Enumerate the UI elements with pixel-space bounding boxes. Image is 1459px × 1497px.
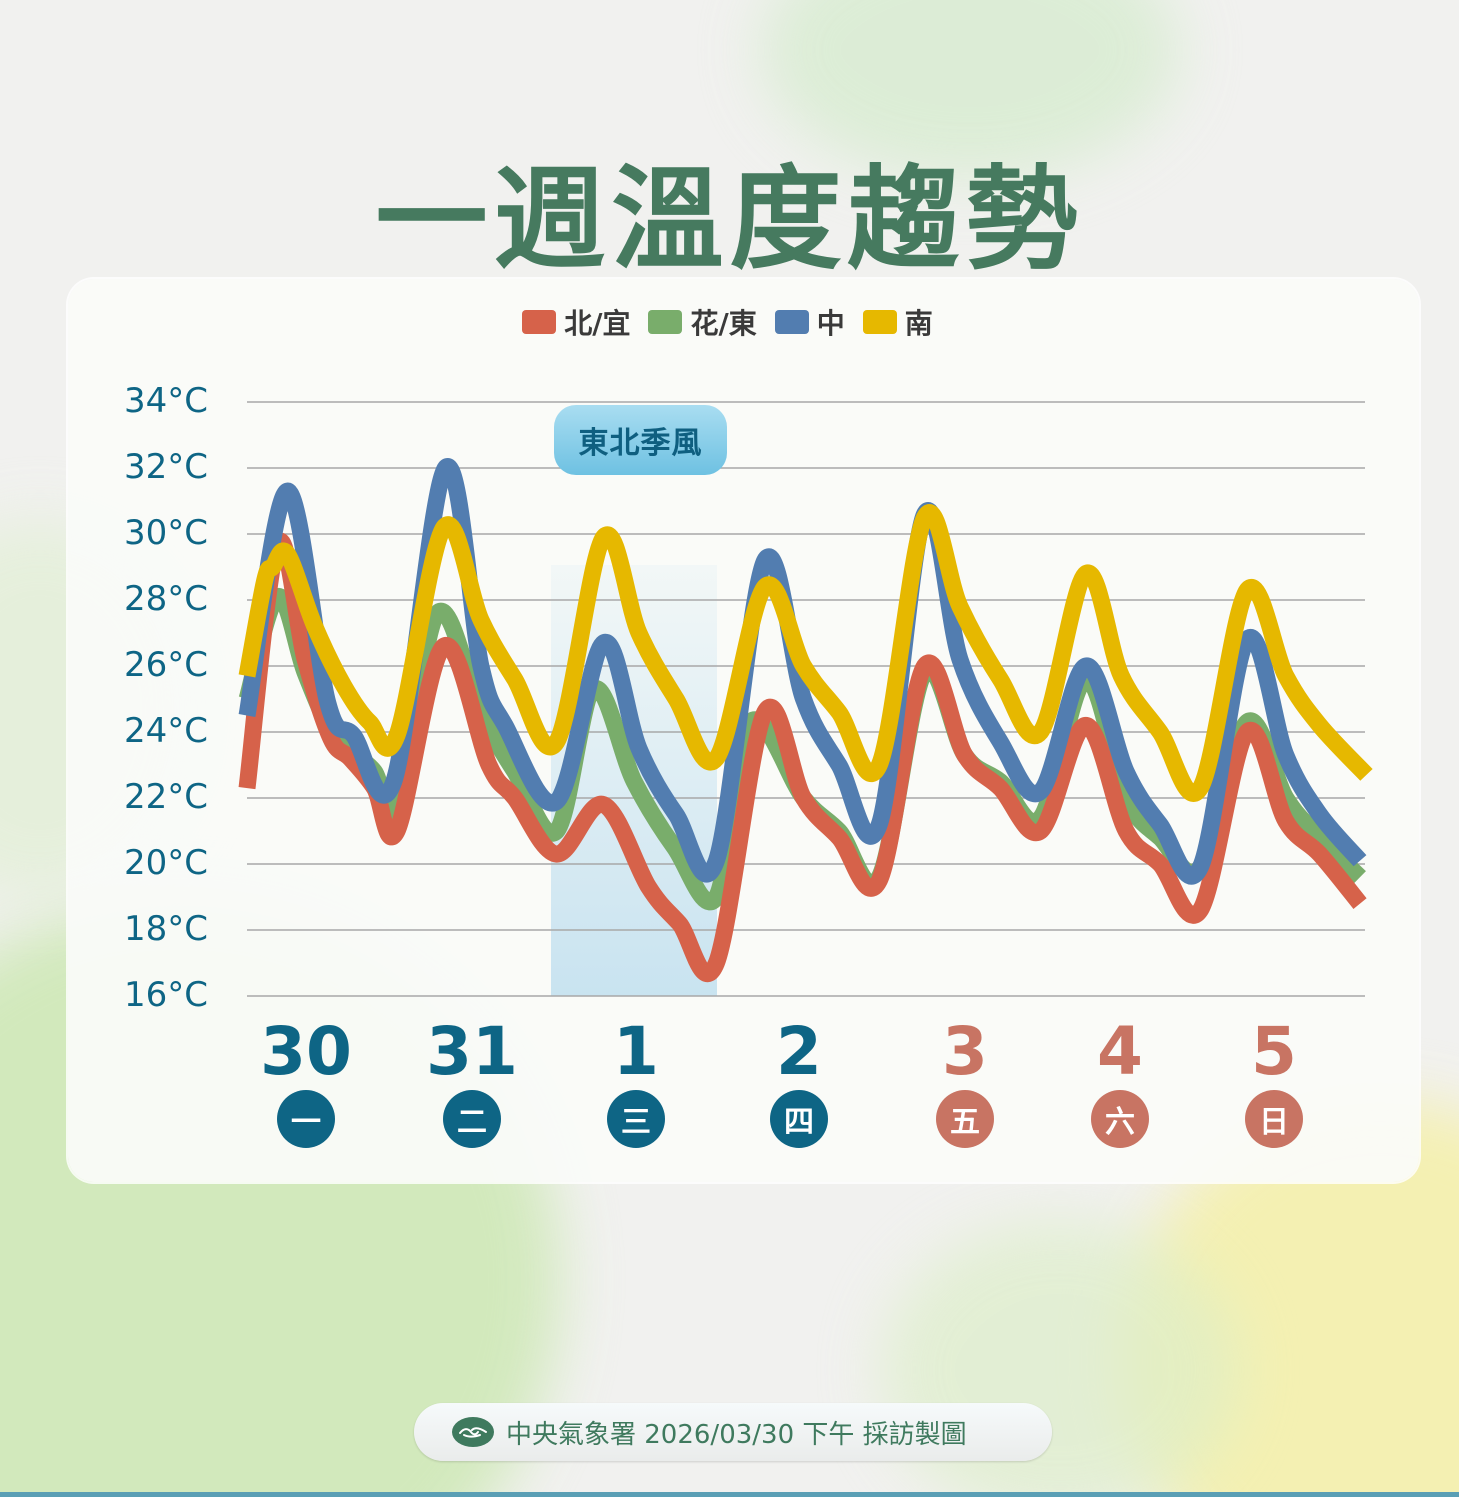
weekday-badge: 一 xyxy=(277,1090,335,1148)
legend-label: 中 xyxy=(816,307,845,340)
footer-credit: 中央氣象署 2026/03/30 下午 採訪製圖 xyxy=(414,1403,1052,1461)
y-tick-label: 26°C xyxy=(124,645,209,685)
weekday-badge: 六 xyxy=(1091,1090,1149,1148)
chart-legend: 北/宜 花/東 中 南 xyxy=(0,302,1459,342)
y-tick-label: 16°C xyxy=(124,975,209,1015)
page-title: 一週溫度趨勢 xyxy=(375,155,1084,285)
y-tick-label: 32°C xyxy=(124,447,209,487)
day-date: 5 xyxy=(1251,1013,1297,1090)
weekday-badge: 二 xyxy=(443,1090,501,1148)
legend-item-south: 南 xyxy=(862,302,933,342)
legend-swatch xyxy=(862,310,897,334)
legend-swatch xyxy=(774,310,809,334)
bottom-strip xyxy=(0,1492,1459,1497)
cwa-logo-icon xyxy=(452,1417,494,1447)
legend-item-central: 中 xyxy=(774,302,845,342)
legend-label: 北/宜 xyxy=(564,307,631,340)
legend-label: 花/東 xyxy=(690,307,757,340)
legend-swatch xyxy=(522,310,557,334)
y-tick-label: 30°C xyxy=(124,513,209,553)
weekday-badge: 日 xyxy=(1245,1090,1303,1148)
day-date: 30 xyxy=(260,1013,352,1090)
y-tick-label: 22°C xyxy=(124,777,209,817)
legend-label: 南 xyxy=(904,307,933,340)
day-date: 4 xyxy=(1097,1013,1143,1090)
y-tick-label: 34°C xyxy=(124,381,209,421)
y-tick-label: 28°C xyxy=(124,579,209,619)
day-label: 30 一 xyxy=(246,1016,366,1148)
series-line-south xyxy=(238,504,1373,802)
day-date: 1 xyxy=(613,1013,659,1090)
legend-swatch xyxy=(648,310,683,334)
y-tick-label: 24°C xyxy=(124,711,209,751)
day-date: 31 xyxy=(426,1013,518,1090)
day-date: 2 xyxy=(776,1013,822,1090)
legend-item-north: 北/宜 xyxy=(522,302,630,342)
weekday-badge: 四 xyxy=(770,1090,828,1148)
legend-item-east: 花/東 xyxy=(648,302,757,342)
footer-text: 中央氣象署 2026/03/30 下午 採訪製圖 xyxy=(506,1419,967,1450)
day-date: 3 xyxy=(942,1013,988,1090)
monsoon-badge: 東北季風 xyxy=(554,405,727,475)
weekday-badge: 三 xyxy=(607,1090,665,1148)
day-label: 31 二 xyxy=(412,1016,532,1148)
weekday-badge: 五 xyxy=(936,1090,994,1148)
y-tick-label: 20°C xyxy=(124,843,209,883)
y-tick-label: 18°C xyxy=(124,909,209,949)
